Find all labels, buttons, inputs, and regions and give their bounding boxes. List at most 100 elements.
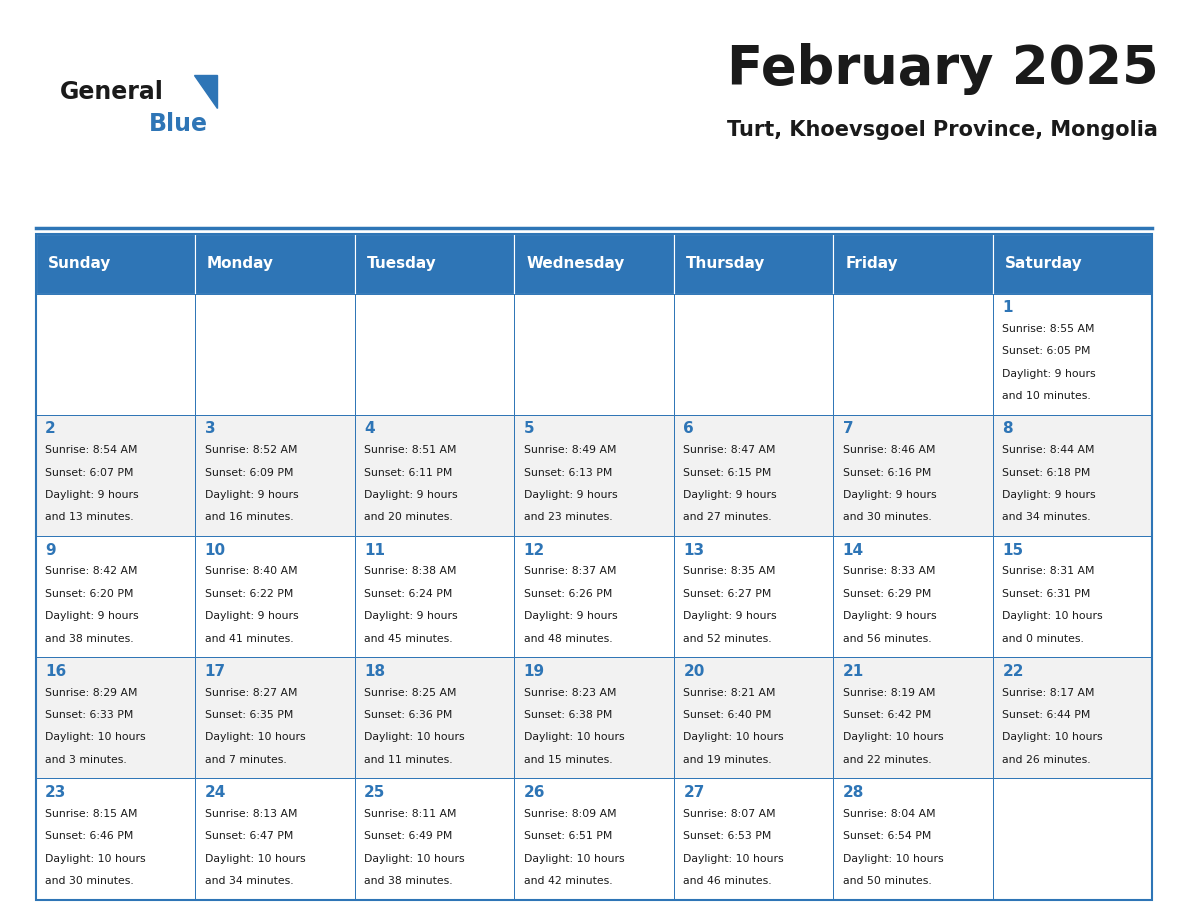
Bar	[674, 536, 833, 657]
Text: Sunset: 6:22 PM: Sunset: 6:22 PM	[204, 588, 293, 599]
Bar	[833, 415, 993, 536]
Text: and 38 minutes.: and 38 minutes.	[45, 633, 134, 644]
Bar	[993, 778, 1152, 900]
Text: 15: 15	[1003, 543, 1023, 557]
Text: Sunrise: 8:54 AM: Sunrise: 8:54 AM	[45, 445, 138, 455]
Bar	[993, 234, 1152, 294]
Bar	[36, 294, 195, 415]
Text: Sunset: 6:40 PM: Sunset: 6:40 PM	[683, 710, 772, 720]
Text: Sunset: 6:16 PM: Sunset: 6:16 PM	[842, 467, 931, 477]
Bar	[36, 415, 195, 536]
Text: 20: 20	[683, 664, 704, 678]
Text: Daylight: 9 hours: Daylight: 9 hours	[524, 490, 618, 500]
Text: and 56 minutes.: and 56 minutes.	[842, 633, 931, 644]
Text: Saturday: Saturday	[1005, 256, 1082, 272]
Text: Sunrise: 8:33 AM: Sunrise: 8:33 AM	[842, 566, 935, 577]
Text: Sunset: 6:29 PM: Sunset: 6:29 PM	[842, 588, 931, 599]
Text: and 52 minutes.: and 52 minutes.	[683, 633, 772, 644]
Text: Sunrise: 8:49 AM: Sunrise: 8:49 AM	[524, 445, 617, 455]
Text: Daylight: 9 hours: Daylight: 9 hours	[842, 611, 936, 621]
Text: Sunset: 6:51 PM: Sunset: 6:51 PM	[524, 831, 612, 841]
Text: Daylight: 10 hours: Daylight: 10 hours	[365, 733, 465, 743]
Text: Daylight: 9 hours: Daylight: 9 hours	[45, 611, 139, 621]
Text: Sunset: 6:38 PM: Sunset: 6:38 PM	[524, 710, 612, 720]
Bar	[514, 415, 674, 536]
Text: Daylight: 9 hours: Daylight: 9 hours	[842, 490, 936, 500]
Text: Sunset: 6:33 PM: Sunset: 6:33 PM	[45, 710, 133, 720]
Text: Sunrise: 8:38 AM: Sunrise: 8:38 AM	[365, 566, 456, 577]
Bar	[195, 415, 355, 536]
Text: Daylight: 10 hours: Daylight: 10 hours	[842, 854, 943, 864]
Text: 13: 13	[683, 543, 704, 557]
Text: Sunset: 6:09 PM: Sunset: 6:09 PM	[204, 467, 293, 477]
Bar	[514, 234, 674, 294]
Text: Sunrise: 8:51 AM: Sunrise: 8:51 AM	[365, 445, 456, 455]
Text: Turt, Khoevsgoel Province, Mongolia: Turt, Khoevsgoel Province, Mongolia	[727, 120, 1158, 140]
Text: Sunset: 6:07 PM: Sunset: 6:07 PM	[45, 467, 133, 477]
Text: and 48 minutes.: and 48 minutes.	[524, 633, 612, 644]
Text: Sunset: 6:42 PM: Sunset: 6:42 PM	[842, 710, 931, 720]
Text: February 2025: February 2025	[727, 43, 1158, 95]
Text: Daylight: 10 hours: Daylight: 10 hours	[842, 733, 943, 743]
Text: 11: 11	[365, 543, 385, 557]
Text: and 41 minutes.: and 41 minutes.	[204, 633, 293, 644]
Text: 10: 10	[204, 543, 226, 557]
Bar	[355, 415, 514, 536]
Text: 7: 7	[842, 421, 853, 436]
Text: and 34 minutes.: and 34 minutes.	[1003, 512, 1091, 522]
Text: Sunset: 6:49 PM: Sunset: 6:49 PM	[365, 831, 453, 841]
Text: and 42 minutes.: and 42 minutes.	[524, 876, 612, 886]
Text: Sunrise: 8:40 AM: Sunrise: 8:40 AM	[204, 566, 297, 577]
Text: Sunrise: 8:11 AM: Sunrise: 8:11 AM	[365, 809, 456, 819]
Text: Sunset: 6:54 PM: Sunset: 6:54 PM	[842, 831, 931, 841]
Text: Sunrise: 8:31 AM: Sunrise: 8:31 AM	[1003, 566, 1095, 577]
Text: Sunrise: 8:09 AM: Sunrise: 8:09 AM	[524, 809, 617, 819]
Text: Daylight: 9 hours: Daylight: 9 hours	[45, 490, 139, 500]
Text: Daylight: 10 hours: Daylight: 10 hours	[524, 854, 625, 864]
Text: and 38 minutes.: and 38 minutes.	[365, 876, 453, 886]
Text: Sunset: 6:20 PM: Sunset: 6:20 PM	[45, 588, 133, 599]
Bar	[36, 778, 195, 900]
Bar	[993, 657, 1152, 778]
Bar	[833, 778, 993, 900]
Text: Sunset: 6:44 PM: Sunset: 6:44 PM	[1003, 710, 1091, 720]
Text: Sunset: 6:13 PM: Sunset: 6:13 PM	[524, 467, 612, 477]
Bar	[514, 657, 674, 778]
Text: Sunrise: 8:13 AM: Sunrise: 8:13 AM	[204, 809, 297, 819]
Bar	[355, 657, 514, 778]
Text: Daylight: 9 hours: Daylight: 9 hours	[1003, 369, 1097, 379]
Bar	[833, 294, 993, 415]
Text: Sunrise: 8:37 AM: Sunrise: 8:37 AM	[524, 566, 617, 577]
Bar	[674, 415, 833, 536]
Text: and 30 minutes.: and 30 minutes.	[842, 512, 931, 522]
Bar	[833, 657, 993, 778]
Polygon shape	[194, 75, 217, 108]
Bar	[674, 778, 833, 900]
Text: and 20 minutes.: and 20 minutes.	[365, 512, 453, 522]
Text: 9: 9	[45, 543, 56, 557]
Bar	[674, 294, 833, 415]
Text: Sunday: Sunday	[48, 256, 110, 272]
Text: 8: 8	[1003, 421, 1013, 436]
Text: Sunrise: 8:29 AM: Sunrise: 8:29 AM	[45, 688, 138, 698]
Text: Sunset: 6:47 PM: Sunset: 6:47 PM	[204, 831, 293, 841]
Text: and 34 minutes.: and 34 minutes.	[204, 876, 293, 886]
Bar	[674, 657, 833, 778]
Text: Daylight: 10 hours: Daylight: 10 hours	[683, 733, 784, 743]
Bar	[36, 657, 195, 778]
Bar	[993, 294, 1152, 415]
Text: Sunrise: 8:47 AM: Sunrise: 8:47 AM	[683, 445, 776, 455]
Text: Daylight: 10 hours: Daylight: 10 hours	[1003, 733, 1102, 743]
Text: 28: 28	[842, 785, 864, 800]
Text: Sunrise: 8:25 AM: Sunrise: 8:25 AM	[365, 688, 456, 698]
Text: Sunset: 6:36 PM: Sunset: 6:36 PM	[365, 710, 453, 720]
Text: and 45 minutes.: and 45 minutes.	[365, 633, 453, 644]
Text: 22: 22	[1003, 664, 1024, 678]
Bar	[355, 294, 514, 415]
Bar	[36, 234, 1152, 900]
Text: Sunset: 6:31 PM: Sunset: 6:31 PM	[1003, 588, 1091, 599]
Bar	[514, 536, 674, 657]
Text: Sunrise: 8:17 AM: Sunrise: 8:17 AM	[1003, 688, 1095, 698]
Text: and 7 minutes.: and 7 minutes.	[204, 755, 286, 765]
Text: Sunset: 6:11 PM: Sunset: 6:11 PM	[365, 467, 453, 477]
